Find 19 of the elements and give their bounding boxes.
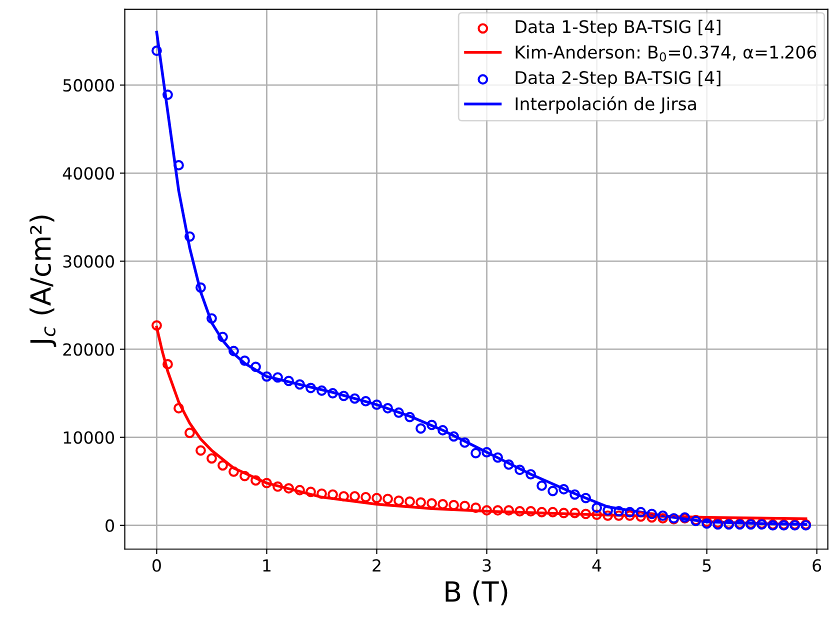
y-tick-label: 30000 bbox=[63, 255, 114, 268]
y-tick-label: 50000 bbox=[63, 79, 114, 92]
y-tick-label: 0 bbox=[106, 519, 114, 532]
x-tick-label: 4 bbox=[592, 559, 602, 572]
legend-label: Data 2-Step BA-TSIG [4] bbox=[516, 70, 720, 88]
x-tick-label: 5 bbox=[702, 559, 711, 572]
x-tick-label: 3 bbox=[482, 559, 491, 572]
y-tick-label: 20000 bbox=[63, 343, 114, 356]
x-axis-title: B (T) bbox=[446, 580, 508, 606]
x-tick-label: 2 bbox=[372, 559, 380, 572]
legend-label: Kim-Anderson: B$_{0}$=0.374, α=1.206 bbox=[516, 45, 816, 62]
y-tick-label: 40000 bbox=[62, 167, 114, 180]
y-axis-title: J$_{c}$ (A/cm²) bbox=[30, 216, 56, 347]
legend-label: Interpolación de Jirsa bbox=[516, 96, 696, 114]
x-tick-label: 1 bbox=[263, 559, 270, 572]
y-tick-label: 10000 bbox=[64, 431, 114, 444]
legend-label: Data 1-Step BA-TSIG [4] bbox=[516, 20, 720, 37]
x-tick-label: 6 bbox=[812, 559, 822, 572]
x-tick-label: 0 bbox=[152, 559, 161, 572]
